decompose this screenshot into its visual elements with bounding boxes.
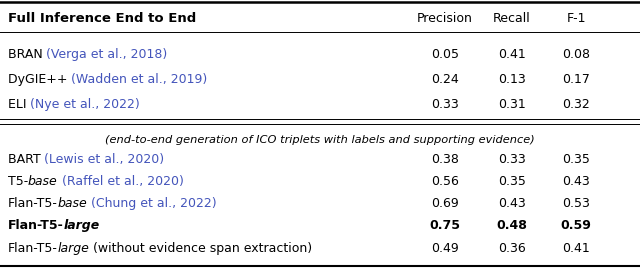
Text: 0.56: 0.56: [431, 175, 459, 188]
Text: 0.32: 0.32: [562, 98, 590, 111]
Text: F-1: F-1: [566, 12, 586, 25]
Text: ELI: ELI: [8, 98, 30, 111]
Text: Recall: Recall: [493, 12, 531, 25]
Text: (end-to-end generation of ICO triplets with labels and supporting evidence): (end-to-end generation of ICO triplets w…: [105, 135, 535, 145]
Text: 0.24: 0.24: [431, 73, 459, 86]
Text: 0.43: 0.43: [498, 197, 526, 210]
Text: 0.13: 0.13: [498, 73, 526, 86]
Text: Flan-T5-: Flan-T5-: [8, 220, 63, 232]
Text: base: base: [28, 175, 58, 188]
Text: 0.35: 0.35: [562, 153, 590, 165]
Text: 0.43: 0.43: [562, 175, 590, 188]
Text: base: base: [58, 197, 87, 210]
Text: 0.35: 0.35: [498, 175, 526, 188]
Text: 0.17: 0.17: [562, 73, 590, 86]
Text: (Wadden et al., 2019): (Wadden et al., 2019): [71, 73, 207, 86]
Text: 0.53: 0.53: [562, 197, 590, 210]
Text: 0.38: 0.38: [431, 153, 459, 165]
Text: Flan-T5-: Flan-T5-: [8, 242, 58, 255]
Text: 0.49: 0.49: [431, 242, 459, 255]
Text: 0.69: 0.69: [431, 197, 459, 210]
Text: 0.05: 0.05: [431, 48, 459, 61]
Text: large: large: [58, 242, 90, 255]
Text: 0.75: 0.75: [429, 220, 460, 232]
Text: Precision: Precision: [417, 12, 473, 25]
Text: 0.41: 0.41: [562, 242, 590, 255]
Text: (Verga et al., 2018): (Verga et al., 2018): [47, 48, 168, 61]
Text: 0.48: 0.48: [497, 220, 527, 232]
Text: (Nye et al., 2022): (Nye et al., 2022): [30, 98, 140, 111]
Text: T5-: T5-: [8, 175, 28, 188]
Text: 0.59: 0.59: [561, 220, 591, 232]
Text: 0.33: 0.33: [498, 153, 526, 165]
Text: large: large: [63, 220, 100, 232]
Text: 0.41: 0.41: [498, 48, 526, 61]
Text: Full Inference End to End: Full Inference End to End: [8, 12, 196, 25]
Text: (Chung et al., 2022): (Chung et al., 2022): [87, 197, 217, 210]
Text: (Lewis et al., 2020): (Lewis et al., 2020): [44, 153, 164, 165]
Text: DyGIE++: DyGIE++: [8, 73, 71, 86]
Text: 0.33: 0.33: [431, 98, 459, 111]
Text: (Raffel et al., 2020): (Raffel et al., 2020): [58, 175, 184, 188]
Text: (without evidence span extraction): (without evidence span extraction): [90, 242, 312, 255]
Text: BRAN: BRAN: [8, 48, 47, 61]
Text: BART: BART: [8, 153, 44, 165]
Text: Flan-T5-: Flan-T5-: [8, 197, 58, 210]
Text: 0.31: 0.31: [498, 98, 526, 111]
Text: 0.36: 0.36: [498, 242, 526, 255]
Text: 0.08: 0.08: [562, 48, 590, 61]
